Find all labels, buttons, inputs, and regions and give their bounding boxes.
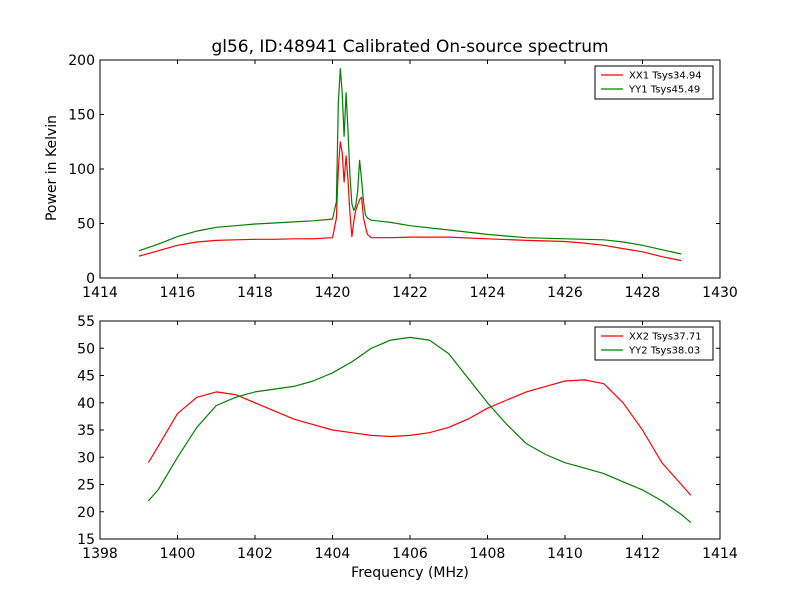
- y-tick-label: 15: [77, 532, 95, 548]
- series-line-xx2-tsys37-71: [147, 379, 692, 496]
- y-tick-label: 0: [86, 271, 95, 287]
- x-tick-label: 1422: [392, 285, 428, 301]
- chart-title: gl56, ID:48941 Calibrated On-source spec…: [211, 37, 608, 57]
- x-tick-label: 1408: [470, 546, 506, 562]
- x-tick-label: 1430: [702, 285, 738, 301]
- y-tick-label: 20: [77, 505, 95, 521]
- x-axis-label: Frequency (MHz): [351, 565, 469, 581]
- legend-entry: XX1 Tsys34.94: [629, 71, 702, 82]
- x-tick-label: 1414: [82, 285, 118, 301]
- x-tick-label: 1414: [702, 546, 738, 562]
- y-tick-label: 30: [77, 450, 95, 466]
- y-tick-label: 45: [77, 369, 95, 385]
- y-tick-label: 35: [77, 423, 95, 439]
- series-line-yy2-tsys38-03: [147, 336, 692, 524]
- x-tick-label: 1428: [625, 285, 661, 301]
- y-tick-label: 25: [77, 478, 95, 494]
- legend: XX1 Tsys34.94 YY1 Tsys45.49: [594, 65, 714, 100]
- x-tick-label: 1426: [547, 285, 583, 301]
- x-tick-label: 1416: [160, 285, 196, 301]
- x-tick-label: 1406: [392, 546, 428, 562]
- y-tick-label: 200: [68, 53, 95, 69]
- x-tick-label: 1410: [547, 546, 583, 562]
- series-line-xx1-tsys34-94: [138, 141, 682, 262]
- legend-box: [594, 326, 714, 361]
- y-tick-label: 50: [77, 341, 95, 357]
- y-axis-label: Power in Kelvin: [44, 115, 60, 221]
- x-tick-label: 1400: [160, 546, 196, 562]
- x-tick-label: 1424: [470, 285, 506, 301]
- legend-box: [594, 65, 714, 100]
- x-tick-label: 1418: [237, 285, 273, 301]
- legend-entry: YY1 Tsys45.49: [628, 85, 700, 96]
- legend-entry: XX2 Tsys37.71: [629, 332, 702, 343]
- x-tick-label: 1412: [625, 546, 661, 562]
- y-tick-label: 50: [77, 217, 95, 233]
- bottom-panel: 1398 1400 1402 1404 1406 1408 1410 1412 1414 15 20…: [77, 314, 738, 562]
- y-tick-label: 40: [77, 396, 95, 412]
- legend-entry: YY2 Tsys38.03: [628, 346, 700, 357]
- series-line-yy1-tsys45-49: [138, 68, 682, 255]
- x-tick-label: 1402: [237, 546, 273, 562]
- legend: XX2 Tsys37.71 YY2 Tsys38.03: [594, 326, 714, 361]
- y-tick-label: 150: [68, 108, 95, 124]
- x-tick-label: 1404: [315, 546, 351, 562]
- y-tick-label: 55: [77, 314, 95, 330]
- top-panel: 1414 1416 1418 1420 1422 1424 1426 1428 1430 0 50 1…: [68, 53, 738, 301]
- x-tick-label: 1398: [82, 546, 118, 562]
- x-tick-label: 1420: [315, 285, 351, 301]
- y-tick-label: 100: [68, 162, 95, 178]
